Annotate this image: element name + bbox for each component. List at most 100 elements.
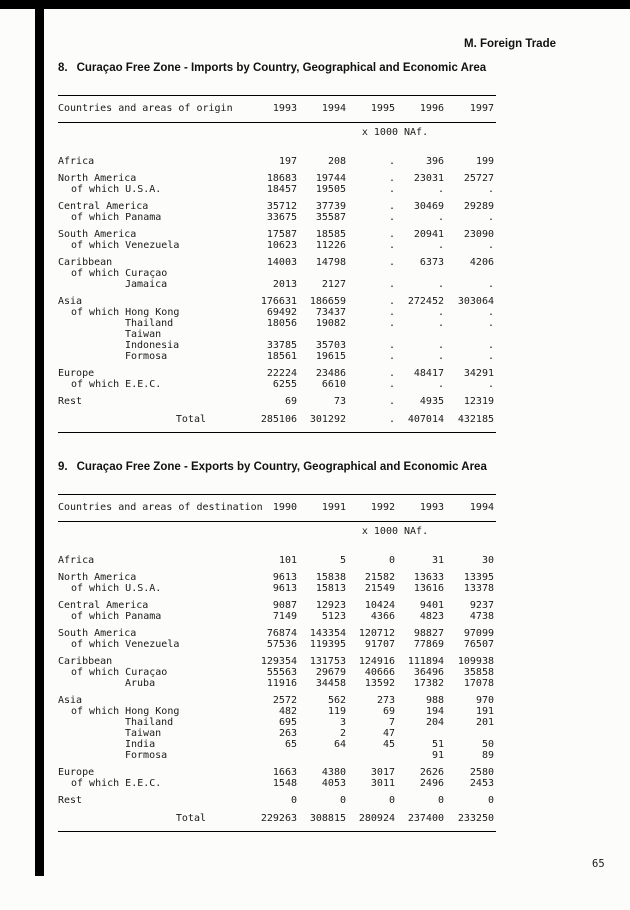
table-row: Europe 22224 23486. 48417 34291 bbox=[58, 368, 496, 379]
row-value: 21582 bbox=[364, 572, 395, 583]
row-label: of which Panama bbox=[71, 212, 162, 223]
total-value: 280924 bbox=[358, 813, 395, 824]
row-value: 0 bbox=[290, 795, 297, 806]
row-value: 17382 bbox=[413, 678, 444, 689]
section-title: 8. Curaçao Free Zone - Imports by Country… bbox=[58, 62, 496, 74]
row-value: . bbox=[388, 279, 395, 290]
row-value: 34458 bbox=[315, 678, 346, 689]
row-label: of which U.S.A. bbox=[71, 184, 162, 195]
table-row: South America 76874 143354 120712 98827 97099 bbox=[58, 628, 496, 639]
row-value: 129354 bbox=[260, 656, 297, 667]
table-row: Formosa 91 89 bbox=[58, 750, 496, 761]
row-value: 69 bbox=[284, 396, 297, 407]
row-value: 36496 bbox=[413, 667, 444, 678]
row-value: 33675 bbox=[266, 212, 297, 223]
table-row: of which Hong Kong 69492 73437... bbox=[58, 307, 496, 318]
table-row: of which Venezuela 57536 119395 91707 77869 7… bbox=[58, 639, 496, 650]
row-label: of which U.S.A. bbox=[71, 583, 162, 594]
total-value: 308815 bbox=[309, 813, 346, 824]
row-value: 18457 bbox=[266, 184, 297, 195]
row-value: 17587 bbox=[266, 229, 297, 240]
row-label: South America bbox=[58, 229, 137, 240]
row-value: 29679 bbox=[315, 667, 346, 678]
row-value: 4206 bbox=[469, 257, 494, 268]
row-value: 303064 bbox=[457, 296, 494, 307]
row-label: Central America bbox=[58, 201, 149, 212]
chapter-header: M. Foreign Trade bbox=[463, 38, 556, 50]
row-value: 109938 bbox=[457, 656, 494, 667]
section-title: 9. Curaçao Free Zone - Exports by Country… bbox=[58, 461, 496, 473]
row-value: . bbox=[388, 201, 395, 212]
row-value: 23090 bbox=[463, 229, 494, 240]
row-value: 25727 bbox=[463, 173, 494, 184]
row-value: . bbox=[487, 279, 494, 290]
row-value: 9087 bbox=[272, 600, 297, 611]
row-value: . bbox=[388, 240, 395, 251]
row-label: Formosa bbox=[125, 351, 168, 362]
row-value: 101 bbox=[278, 555, 297, 566]
row-value: 208 bbox=[327, 156, 346, 167]
row-value: 55563 bbox=[266, 667, 297, 678]
row-value: 2496 bbox=[419, 778, 444, 789]
row-value: 35703 bbox=[315, 340, 346, 351]
row-label: Indonesia bbox=[125, 340, 180, 351]
table-row: of which U.S.A. 18457 19505... bbox=[58, 184, 496, 195]
row-value: 201 bbox=[475, 717, 494, 728]
unit-label: x 1000 NAf. bbox=[361, 526, 429, 537]
table-row: India 65 64 45 51 50 bbox=[58, 739, 496, 750]
table-total-row: Total 285106 301292. 407014 432185 bbox=[58, 414, 496, 425]
row-value: . bbox=[388, 229, 395, 240]
row-value: 13633 bbox=[413, 572, 444, 583]
row-value: 2572 bbox=[272, 695, 297, 706]
row-value: . bbox=[388, 351, 395, 362]
row-value: . bbox=[437, 212, 444, 223]
year-header: 1995 bbox=[370, 103, 395, 114]
table-row: Europe 1663 4380 3017 2626 2580 bbox=[58, 767, 496, 778]
table-rows: Africa 101 5 0 31 30 North America 9613 15838 215… bbox=[58, 537, 496, 806]
row-value: 76874 bbox=[266, 628, 297, 639]
table-row: of which Curaçao bbox=[58, 268, 496, 279]
row-label: of which Curaçao bbox=[71, 667, 168, 678]
year-header: 1996 bbox=[419, 103, 444, 114]
table-row: of which Curaçao 55563 29679 40666 36496 3585… bbox=[58, 667, 496, 678]
row-value: 4935 bbox=[419, 396, 444, 407]
unit-row: x 1000 NAf. bbox=[58, 522, 496, 537]
row-value: 6255 bbox=[272, 379, 297, 390]
row-value: 10424 bbox=[364, 600, 395, 611]
row-value: 0 bbox=[388, 555, 395, 566]
row-label: Europe bbox=[58, 368, 95, 379]
row-value: 19744 bbox=[315, 173, 346, 184]
total-value: 285106 bbox=[260, 414, 297, 425]
table-total-row: Total 229263 308815 280924 237400 233250 bbox=[58, 813, 496, 824]
table-rule-bottom bbox=[58, 831, 496, 832]
table-row: South America 17587 18585. 20941 23090 bbox=[58, 229, 496, 240]
row-value: 0 bbox=[437, 795, 444, 806]
row-value: 6610 bbox=[321, 379, 346, 390]
row-value: 91 bbox=[431, 750, 444, 761]
total-value: 237400 bbox=[407, 813, 444, 824]
row-value: 19505 bbox=[315, 184, 346, 195]
row-value: 2580 bbox=[469, 767, 494, 778]
table-row: Caribbean 14003 14798. 6373 4206 bbox=[58, 257, 496, 268]
row-value: . bbox=[487, 212, 494, 223]
row-value: 12319 bbox=[463, 396, 494, 407]
row-value: . bbox=[388, 296, 395, 307]
row-value: . bbox=[388, 396, 395, 407]
row-value: 119 bbox=[327, 706, 346, 717]
row-value: . bbox=[388, 340, 395, 351]
row-value: 15838 bbox=[315, 572, 346, 583]
row-label: of which Hong Kong bbox=[71, 706, 180, 717]
row-label: Thailand bbox=[125, 717, 174, 728]
table-row: Africa 101 5 0 31 30 bbox=[58, 555, 496, 566]
unit-row: x 1000 NAf. bbox=[58, 123, 496, 138]
row-label: of which E.E.C. bbox=[71, 778, 162, 789]
total-value: 233250 bbox=[457, 813, 494, 824]
row-value: 3017 bbox=[370, 767, 395, 778]
table-rule-top bbox=[58, 494, 496, 495]
table-section: 9. Curaçao Free Zone - Exports by Country… bbox=[58, 461, 496, 832]
table-row: Thailand 18056 19082... bbox=[58, 318, 496, 329]
row-value: 4738 bbox=[469, 611, 494, 622]
row-value: 7149 bbox=[272, 611, 297, 622]
row-value: 76507 bbox=[463, 639, 494, 650]
